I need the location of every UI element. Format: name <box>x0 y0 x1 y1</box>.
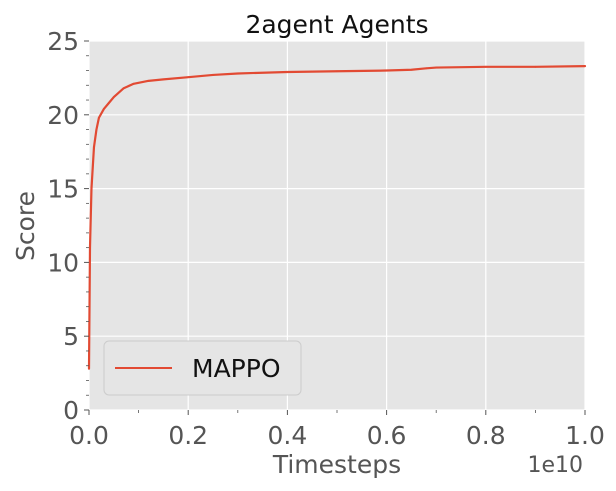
data-point <box>107 102 110 104</box>
data-point <box>98 116 100 119</box>
data-point <box>484 65 487 68</box>
series-layer <box>87 64 587 370</box>
data-point <box>212 74 214 76</box>
data-point <box>122 87 125 90</box>
x-axis-offset-label: 1e10 <box>527 453 583 478</box>
data-point <box>425 67 428 70</box>
x-tick-label: 0.2 <box>168 421 208 450</box>
data-point <box>584 65 586 67</box>
data-point <box>147 79 150 82</box>
data-point <box>286 71 289 73</box>
y-tick-label: 15 <box>47 175 79 204</box>
x-tick-label: 0.8 <box>466 421 506 450</box>
y-tick-label: 0 <box>63 396 79 425</box>
data-point <box>435 66 438 69</box>
data-point <box>385 69 388 72</box>
x-tick-label: 0.6 <box>367 421 407 450</box>
data-point <box>112 96 115 98</box>
data-point <box>90 187 93 190</box>
x-tick-label: 0.0 <box>69 421 109 450</box>
data-point <box>534 65 537 68</box>
data-point <box>89 246 91 249</box>
y-tick-label: 10 <box>47 248 79 277</box>
y-tick-label: 5 <box>63 322 79 351</box>
data-point <box>102 107 105 110</box>
data-point <box>236 72 239 75</box>
legend-label-mappo: MAPPO <box>192 354 281 383</box>
data-point <box>132 82 135 85</box>
y-axis-label: Score <box>11 191 40 261</box>
x-axis-label: Timesteps <box>272 450 401 479</box>
data-point <box>187 76 190 79</box>
data-point <box>410 68 413 71</box>
axes: 0.0 0.2 0.4 0.6 0.8 1.0 0 5 10 15 20 25 <box>47 27 605 450</box>
y-tick-label: 25 <box>47 27 79 56</box>
data-point <box>162 78 165 81</box>
data-point <box>93 146 95 149</box>
data-point <box>88 367 90 370</box>
x-tick-label: 0.4 <box>268 421 308 450</box>
y-tick-label: 20 <box>47 101 79 130</box>
legend-box <box>103 340 302 396</box>
grid <box>88 40 586 411</box>
chart-title: 2agent Agents <box>245 10 428 39</box>
data-point <box>336 70 338 73</box>
data-point <box>95 128 98 131</box>
legend: MAPPO <box>103 340 302 396</box>
x-tick-label: 1.0 <box>565 421 605 450</box>
